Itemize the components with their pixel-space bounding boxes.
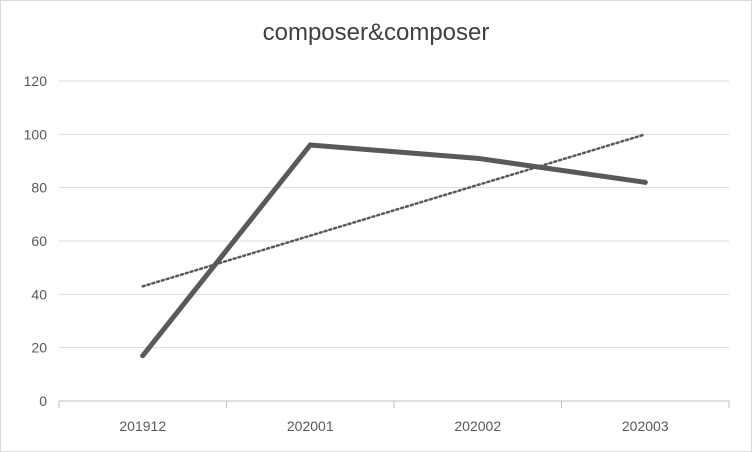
y-tick-label: 80 [31,180,47,196]
y-tick-label: 0 [39,393,47,409]
series-line [140,142,648,359]
data-point [140,353,146,359]
y-tick-label: 60 [31,233,47,249]
y-tick-label: 20 [31,340,47,356]
data-point [307,142,313,148]
data-point [475,155,481,161]
x-tick-label: 201912 [119,418,166,434]
chart-title: composer&composer [262,19,490,46]
y-tick-label: 120 [24,73,48,89]
trendline [141,133,647,288]
data-point [642,179,648,185]
x-tick-label: 202002 [454,418,501,434]
x-tick-label: 202001 [287,418,334,434]
x-tick-label: 202003 [622,418,669,434]
y-tick-label: 40 [31,286,47,302]
y-tick-label: 100 [24,126,48,142]
